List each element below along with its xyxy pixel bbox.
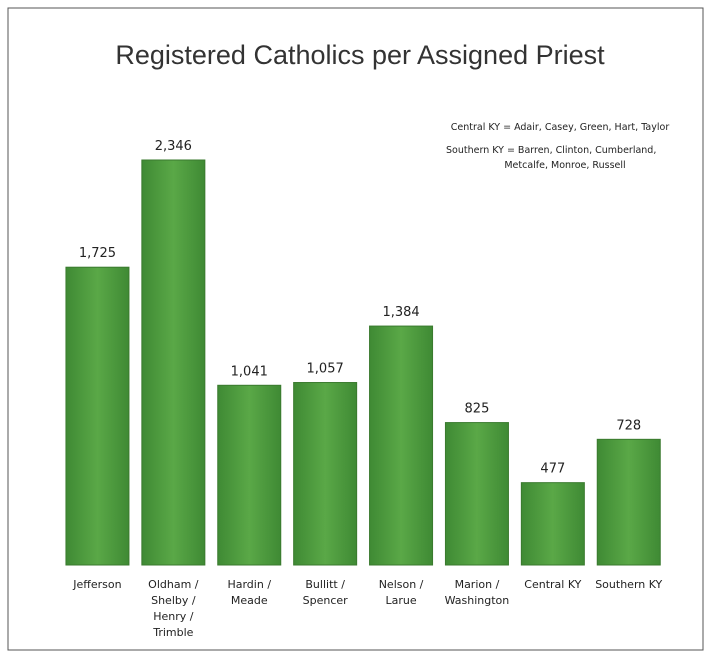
x-tick-label: Central KY <box>524 578 581 591</box>
data-label: 1,384 <box>382 305 419 320</box>
x-tick-label: Bullitt / Spencer <box>303 578 349 607</box>
annotation: Metcalfe, Monroe, Russell <box>504 160 625 171</box>
data-label: 1,057 <box>307 362 344 377</box>
bar <box>65 266 130 566</box>
annotation: Southern KY = Barren, Clinton, Cumberlan… <box>446 145 656 156</box>
x-tick-label: Oldham / Shelby / Henry / Trimble <box>148 578 199 639</box>
data-label: 2,346 <box>155 139 192 154</box>
bar <box>293 382 358 566</box>
bar <box>520 482 585 566</box>
bar <box>596 438 661 566</box>
data-label: 477 <box>540 462 565 477</box>
x-tick-label: Marion / Washington <box>445 578 510 607</box>
data-label: 1,725 <box>79 246 116 261</box>
data-label: 728 <box>616 418 641 433</box>
data-label: 825 <box>465 402 490 417</box>
x-tick-label: Nelson / Larue <box>379 578 424 607</box>
data-label: 1,041 <box>231 364 268 379</box>
bar <box>444 422 509 566</box>
bar <box>369 325 434 566</box>
x-tick-label: Southern KY <box>595 578 662 591</box>
x-tick-label: Hardin / Meade <box>227 578 271 607</box>
annotation: Central KY = Adair, Casey, Green, Hart, … <box>451 122 670 133</box>
chart-title: Registered Catholics per Assigned Priest <box>115 40 605 70</box>
bar <box>141 159 206 566</box>
bar <box>217 384 282 566</box>
x-tick-label: Jefferson <box>72 578 121 591</box>
